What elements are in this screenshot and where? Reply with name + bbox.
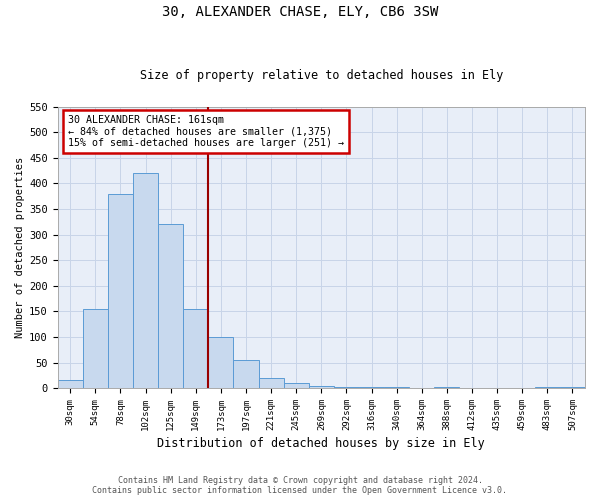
X-axis label: Distribution of detached houses by size in Ely: Distribution of detached houses by size … <box>157 437 485 450</box>
Bar <box>158 224 183 388</box>
Title: Size of property relative to detached houses in Ely: Size of property relative to detached ho… <box>140 69 503 82</box>
Bar <box>560 386 585 388</box>
Bar <box>58 380 83 388</box>
Bar <box>359 386 384 388</box>
Bar <box>535 386 560 388</box>
Bar <box>183 309 208 388</box>
Text: Contains HM Land Registry data © Crown copyright and database right 2024.
Contai: Contains HM Land Registry data © Crown c… <box>92 476 508 495</box>
Bar <box>233 360 259 388</box>
Bar <box>83 309 108 388</box>
Bar <box>284 383 309 388</box>
Bar <box>133 174 158 388</box>
Bar <box>259 378 284 388</box>
Y-axis label: Number of detached properties: Number of detached properties <box>15 157 25 338</box>
Bar <box>434 386 460 388</box>
Bar <box>208 337 233 388</box>
Bar <box>384 386 409 388</box>
Text: 30, ALEXANDER CHASE, ELY, CB6 3SW: 30, ALEXANDER CHASE, ELY, CB6 3SW <box>162 5 438 19</box>
Bar <box>334 386 359 388</box>
Bar <box>309 386 334 388</box>
Text: 30 ALEXANDER CHASE: 161sqm
← 84% of detached houses are smaller (1,375)
15% of s: 30 ALEXANDER CHASE: 161sqm ← 84% of deta… <box>68 115 344 148</box>
Bar <box>108 194 133 388</box>
